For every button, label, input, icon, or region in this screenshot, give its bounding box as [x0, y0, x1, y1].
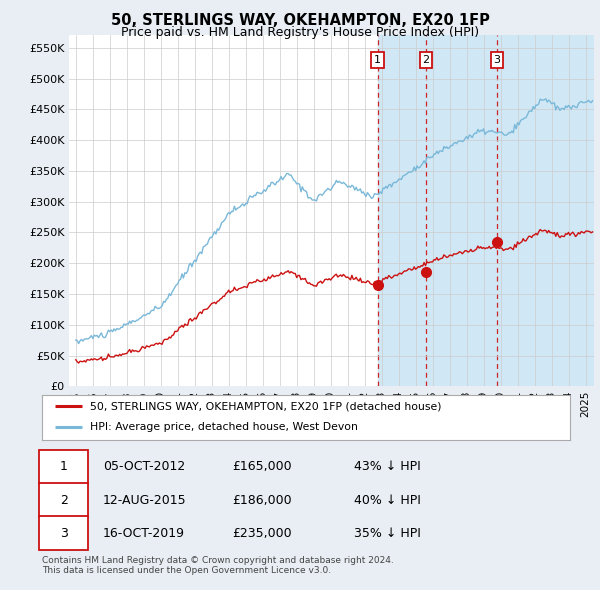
- Text: 50, STERLINGS WAY, OKEHAMPTON, EX20 1FP (detached house): 50, STERLINGS WAY, OKEHAMPTON, EX20 1FP …: [89, 401, 441, 411]
- Text: 1: 1: [374, 55, 381, 65]
- Text: 3: 3: [60, 526, 68, 540]
- Text: 35% ↓ HPI: 35% ↓ HPI: [353, 526, 421, 540]
- Text: 1: 1: [60, 460, 68, 474]
- Text: £186,000: £186,000: [232, 493, 292, 507]
- Text: 40% ↓ HPI: 40% ↓ HPI: [353, 493, 421, 507]
- Text: 2: 2: [60, 493, 68, 507]
- Text: 50, STERLINGS WAY, OKEHAMPTON, EX20 1FP: 50, STERLINGS WAY, OKEHAMPTON, EX20 1FP: [110, 13, 490, 28]
- FancyBboxPatch shape: [40, 483, 88, 517]
- Text: Price paid vs. HM Land Registry's House Price Index (HPI): Price paid vs. HM Land Registry's House …: [121, 26, 479, 39]
- Text: 16-OCT-2019: 16-OCT-2019: [103, 526, 185, 540]
- Text: 2: 2: [422, 55, 430, 65]
- Bar: [426, 35, 497, 386]
- Text: Contains HM Land Registry data © Crown copyright and database right 2024.
This d: Contains HM Land Registry data © Crown c…: [42, 556, 394, 575]
- Text: 3: 3: [493, 55, 500, 65]
- FancyBboxPatch shape: [40, 450, 88, 484]
- Text: £165,000: £165,000: [232, 460, 292, 474]
- Bar: [378, 35, 426, 386]
- FancyBboxPatch shape: [40, 516, 88, 550]
- Text: £235,000: £235,000: [232, 526, 292, 540]
- Text: 12-AUG-2015: 12-AUG-2015: [103, 493, 187, 507]
- Bar: [497, 35, 594, 386]
- Text: 43% ↓ HPI: 43% ↓ HPI: [353, 460, 420, 474]
- Text: 05-OCT-2012: 05-OCT-2012: [103, 460, 185, 474]
- Text: HPI: Average price, detached house, West Devon: HPI: Average price, detached house, West…: [89, 422, 358, 432]
